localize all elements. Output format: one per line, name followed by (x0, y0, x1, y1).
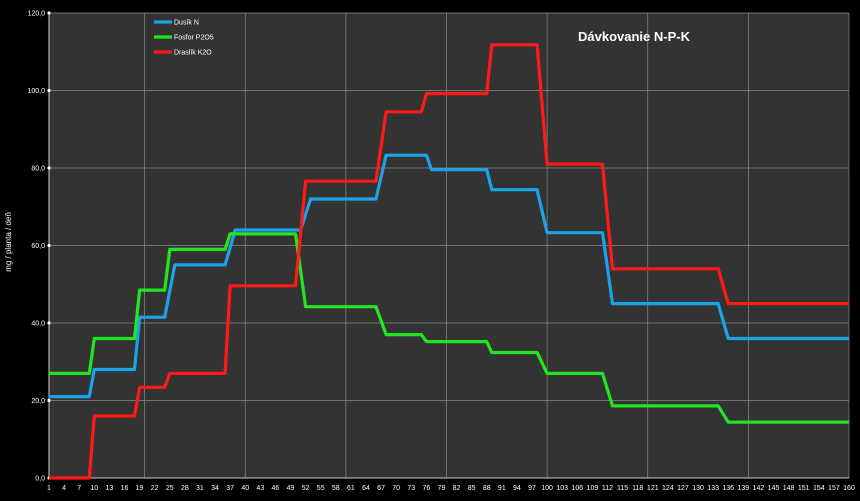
x-tick-label: 115 (617, 485, 628, 492)
x-tick-label: 121 (647, 485, 659, 492)
x-tick-label: 22 (151, 485, 159, 492)
x-tick-label: 46 (272, 485, 280, 492)
x-tick-label: 133 (707, 485, 719, 492)
y-tick-marker (47, 88, 51, 93)
x-tick-label: 40 (241, 485, 249, 492)
y-tick-label: 100,0 (27, 88, 45, 95)
x-tick-label: 70 (392, 485, 400, 492)
x-tick-label: 160 (843, 485, 855, 492)
y-axis-ticks: 0,0 20,0 40,0 60,0 80,0 100,0 120,0 (27, 11, 51, 483)
y-tick-marker (47, 243, 51, 248)
y-tick-label: 40,0 (31, 321, 45, 328)
y-tick-marker (47, 166, 51, 170)
x-tick-label: 82 (453, 485, 461, 492)
legend-label: Draslík K2O (174, 50, 212, 57)
x-tick-label: 103 (556, 485, 568, 492)
x-tick-label: 61 (347, 485, 355, 492)
x-tick-label: 76 (422, 485, 430, 492)
x-tick-label: 55 (317, 485, 325, 492)
x-tick-label: 142 (753, 485, 765, 492)
x-tick-label: 31 (196, 485, 204, 492)
y-tick-label: 120,0 (27, 11, 45, 18)
x-tick-label: 109 (587, 485, 599, 492)
x-tick-label: 28 (181, 485, 189, 492)
x-tick-label: 112 (602, 485, 613, 492)
x-tick-label: 25 (166, 485, 174, 492)
x-tick-label: 34 (211, 485, 219, 492)
x-tick-label: 43 (256, 485, 264, 492)
x-axis-ticks: 1 4 7 10 13 16 19 22 25 28 31 34 37 40 43 46 49 52 55 58 61 6… (47, 485, 855, 492)
x-tick-label: 91 (498, 485, 506, 492)
x-tick-label: 13 (105, 485, 113, 492)
series-line-3 (49, 43, 849, 480)
chart-title: Dávkovanie N-P-K (578, 29, 691, 44)
x-tick-label: 97 (528, 485, 536, 492)
x-tick-label: 136 (722, 485, 734, 492)
x-tick-label: 4 (62, 485, 66, 492)
x-tick-label: 151 (798, 485, 810, 492)
x-tick-label: 67 (377, 485, 385, 492)
x-tick-label: 100 (541, 485, 553, 492)
x-tick-label: 145 (768, 485, 780, 492)
y-tick-label: 60,0 (31, 243, 45, 250)
x-tick-label: 49 (287, 485, 295, 492)
y-tick-label: 20,0 (31, 398, 45, 405)
y-tick-label: 0,0 (35, 476, 45, 483)
x-tick-label: 52 (302, 485, 310, 492)
x-tick-label: 58 (332, 485, 340, 492)
x-tick-label: 19 (136, 485, 144, 492)
x-tick-label: 139 (737, 485, 749, 492)
legend-label: Fosfor P2O5 (174, 35, 214, 42)
y-tick-marker (47, 398, 51, 403)
x-tick-label: 127 (677, 485, 689, 492)
x-tick-label: 1 (47, 485, 51, 492)
x-tick-label: 10 (90, 485, 98, 492)
x-tick-label: 154 (813, 485, 825, 492)
x-tick-label: 124 (662, 485, 674, 492)
x-tick-label: 148 (783, 485, 795, 492)
x-tick-label: 37 (226, 485, 234, 492)
y-axis-label: mg / planta / deň (4, 212, 13, 272)
x-tick-label: 7 (77, 485, 81, 492)
y-tick-label: 80,0 (31, 166, 45, 173)
x-tick-label: 79 (438, 485, 446, 492)
x-tick-label: 130 (692, 485, 704, 492)
legend: Dusík N Fosfor P2O5 Draslík K2O (154, 20, 214, 57)
legend-label: Dusík N (174, 20, 199, 27)
x-tick-label: 16 (121, 485, 129, 492)
y-tick-marker (47, 321, 51, 325)
x-tick-label: 88 (483, 485, 491, 492)
series-line-1 (49, 153, 849, 399)
y-tick-marker (47, 11, 51, 15)
x-tick-label: 85 (468, 485, 476, 492)
x-tick-label: 118 (632, 485, 643, 492)
x-tick-label: 73 (407, 485, 415, 492)
series-line-2 (49, 232, 849, 424)
x-tick-label: 64 (362, 485, 370, 492)
x-tick-label: 94 (513, 485, 521, 492)
x-tick-label: 157 (828, 485, 840, 492)
series-lines (49, 43, 849, 480)
x-tick-label: 106 (571, 485, 583, 492)
